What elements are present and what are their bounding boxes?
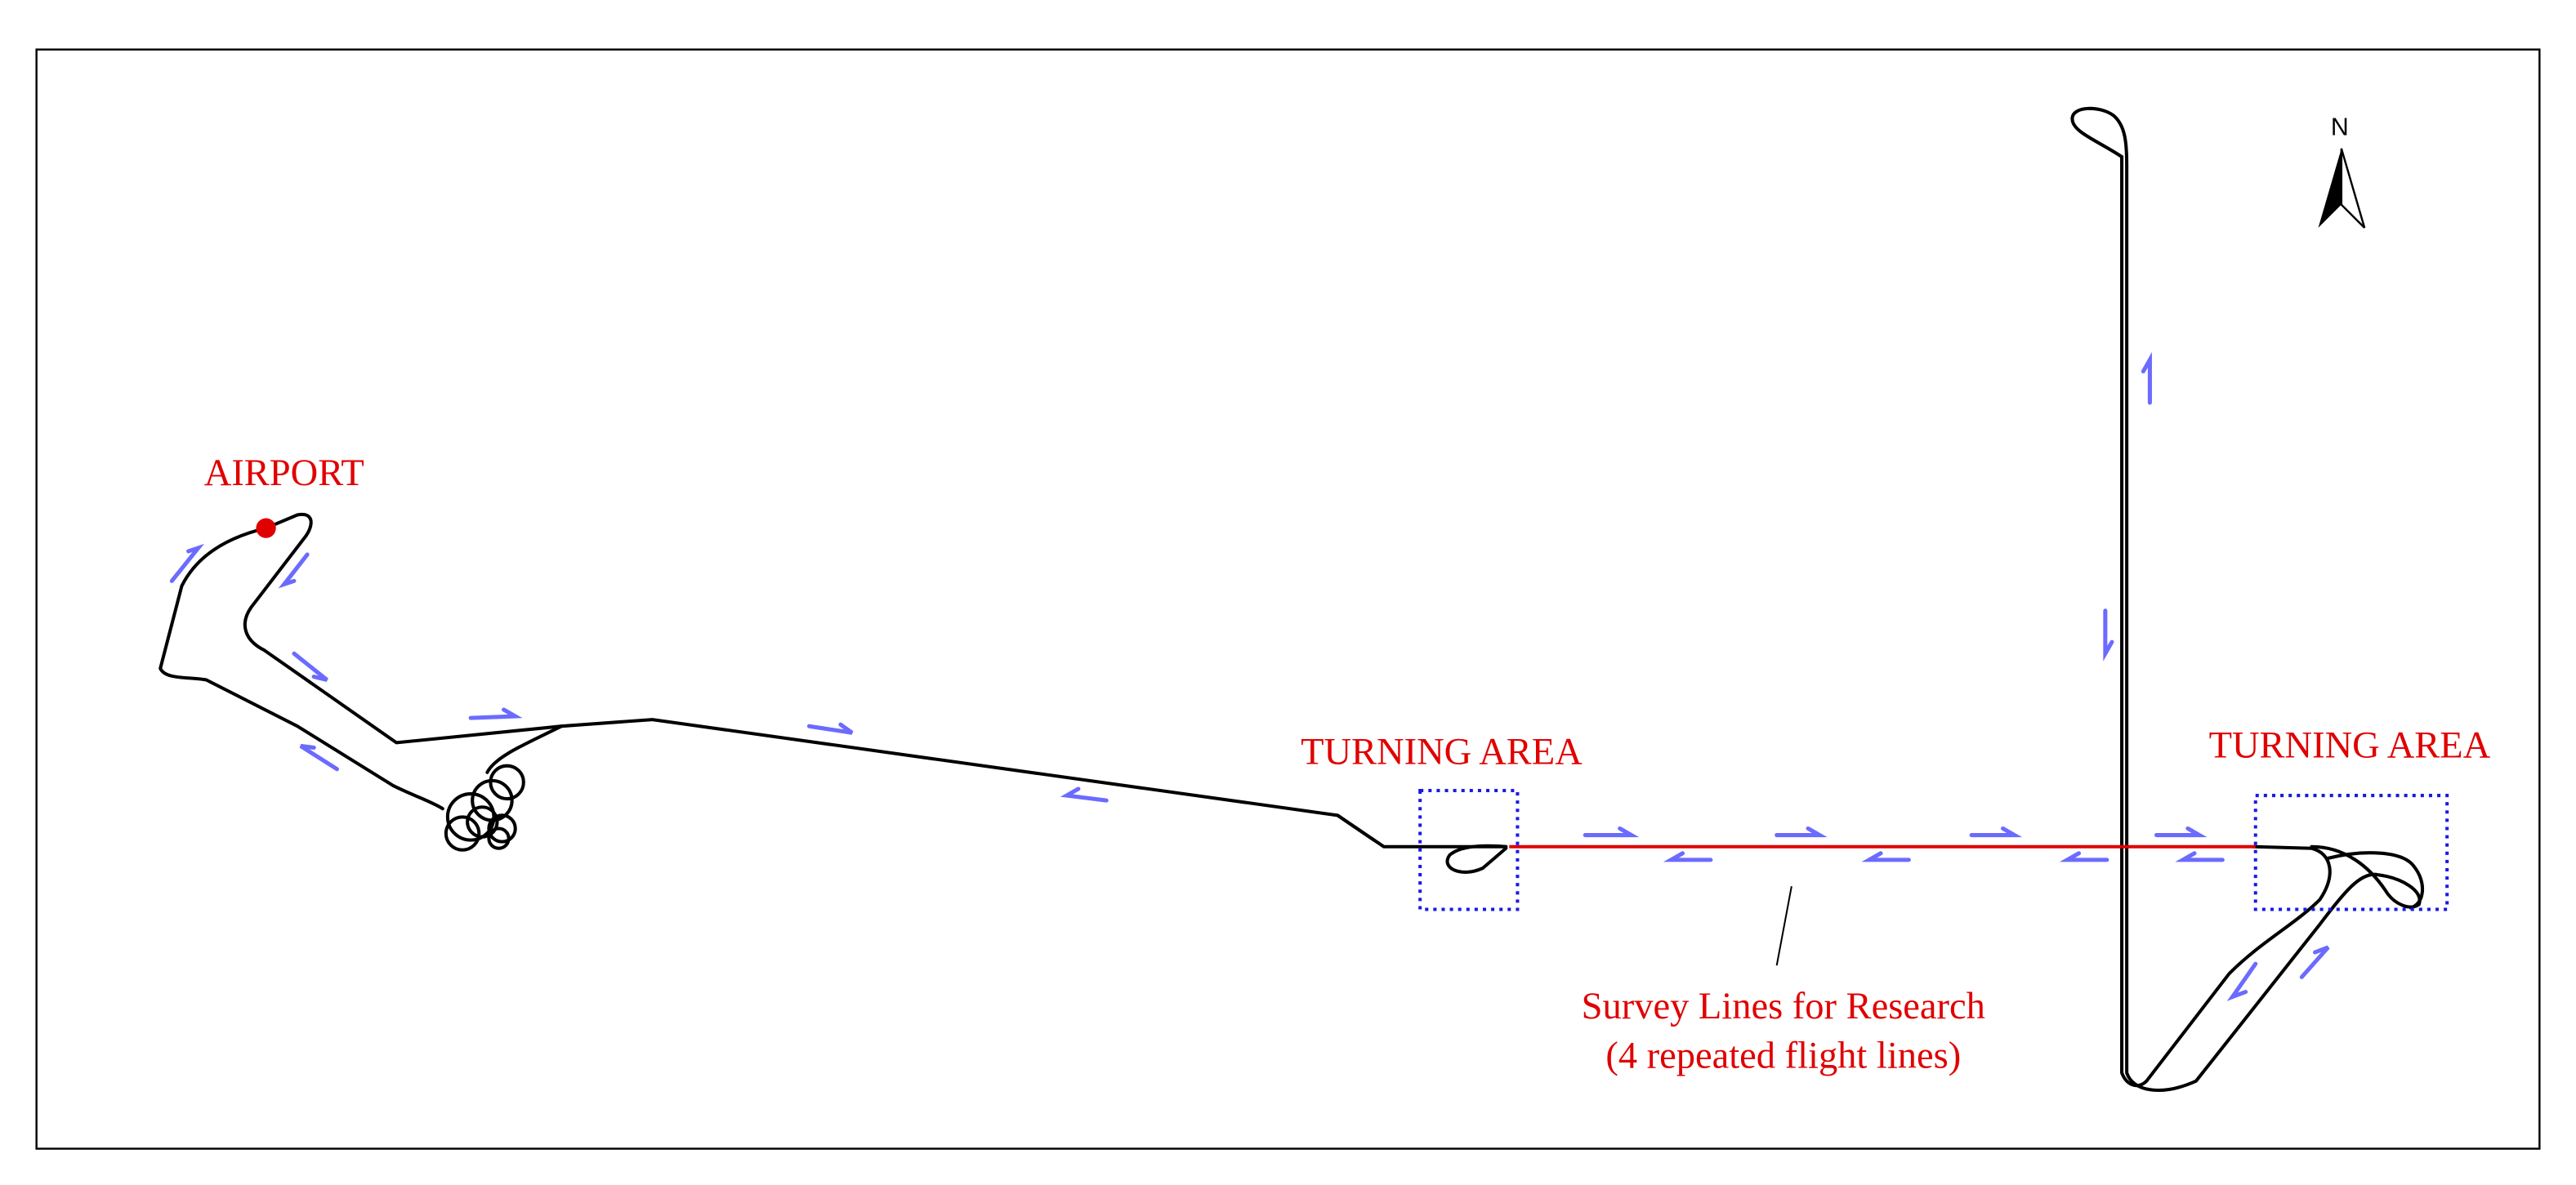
airport-label: AIRPORT [204, 452, 364, 494]
turning-area-label: TURNING AREA [2209, 725, 2491, 767]
turn-loop-west [1445, 844, 1508, 874]
north-label: N [2331, 114, 2349, 141]
leader-line [1775, 886, 1792, 966]
map-frame [35, 48, 2541, 1150]
flight-track-west [158, 526, 444, 811]
circling-loops [444, 764, 525, 852]
flight-track-branch [485, 724, 1376, 842]
flight-track-east [2070, 106, 2422, 1092]
direction-arrows [169, 352, 2330, 1001]
flight-track-main [243, 512, 1508, 849]
survey-label: Survey Lines for Research [1582, 986, 1985, 1027]
turning-area-label: TURNING AREA [1301, 732, 1583, 773]
survey-label: (4 repeated flight lines) [1605, 1036, 1961, 1077]
turning-area-box [1418, 788, 1520, 911]
airport-marker [256, 518, 276, 538]
turning-area-box [2253, 794, 2449, 911]
flight-track-east-2 [2120, 154, 2425, 1088]
